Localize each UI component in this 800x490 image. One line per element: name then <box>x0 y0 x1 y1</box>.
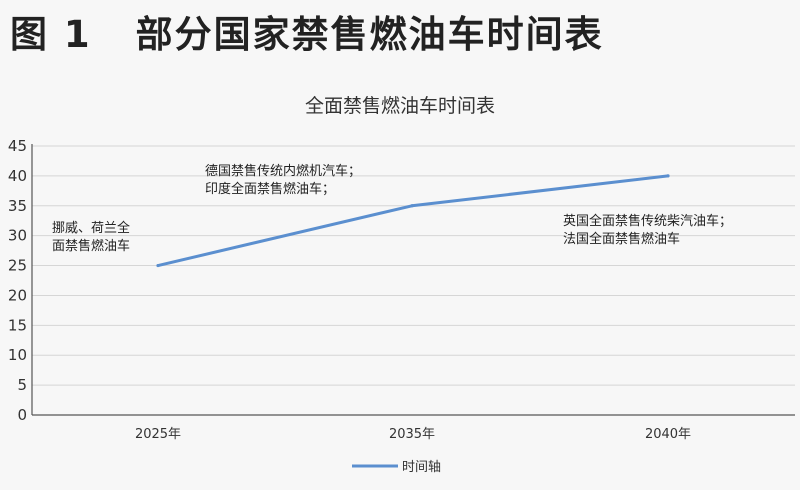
y-tick-label: 5 <box>17 376 27 394</box>
grid-lines <box>32 145 795 386</box>
data-point <box>156 263 160 268</box>
figure-header: 图 1 部分国家禁售燃油车时间表 <box>10 6 604 56</box>
y-tick-label: 30 <box>8 227 27 245</box>
annotation-line: 印度全面禁售燃油车； <box>205 181 335 197</box>
series-lines <box>156 174 670 268</box>
y-tick-label: 40 <box>8 167 27 185</box>
legend: 时间轴 <box>352 460 441 475</box>
y-tick-label: 35 <box>8 197 27 215</box>
data-point <box>666 174 670 178</box>
y-tick-label: 20 <box>8 286 27 304</box>
x-axis: 2025年 2035年 2040年 <box>32 414 795 442</box>
y-tick-label: 15 <box>8 316 27 334</box>
x-tick-label: 2040年 <box>645 427 691 442</box>
annotation-line: 英国全面禁售传统柴汽油车； <box>563 213 732 229</box>
chart-title: 全面禁售燃油车时间表 <box>305 95 495 117</box>
figure-number: 图 1 <box>10 13 92 56</box>
annotation-line: 挪威、荷兰全 <box>52 220 130 236</box>
annotation-line: 法国全面禁售燃油车 <box>563 231 680 247</box>
y-axis: 0 5 10 15 20 25 30 35 40 45 <box>8 137 33 424</box>
y-tick-label: 45 <box>8 137 27 155</box>
x-tick-label: 2035年 <box>389 427 435 442</box>
y-tick-label: 0 <box>17 406 27 424</box>
legend-label: 时间轴 <box>402 460 441 475</box>
annotation-line: 面禁售燃油车 <box>52 238 130 254</box>
data-point <box>410 204 414 208</box>
figure-title: 部分国家禁售燃油车时间表 <box>135 13 604 56</box>
x-tick-label: 2025年 <box>135 427 181 442</box>
y-tick-label: 10 <box>8 346 27 364</box>
annotation-line: 德国禁售传统内燃机汽车； <box>205 163 361 179</box>
y-tick-label: 25 <box>8 257 27 275</box>
